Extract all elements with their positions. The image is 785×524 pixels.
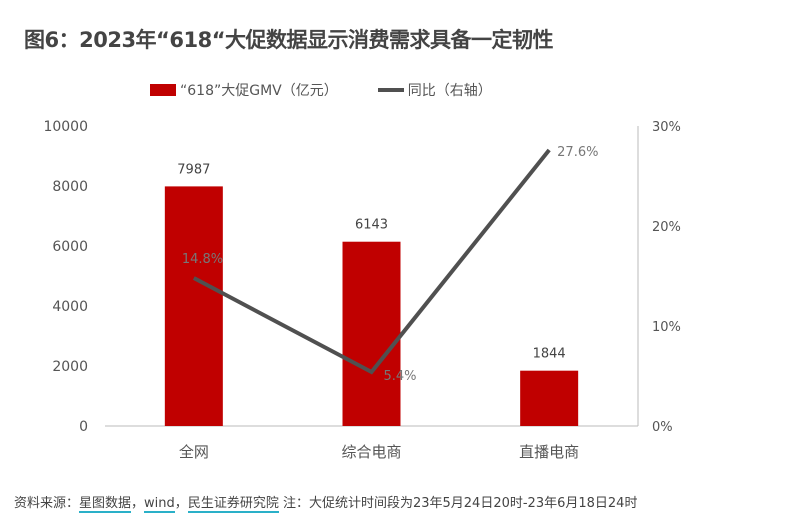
separator: ， bbox=[174, 496, 188, 511]
x-tick-label: 直播电商 bbox=[519, 443, 579, 461]
yoy-value-label: 27.6% bbox=[557, 145, 598, 160]
left-tick-label: 4000 bbox=[52, 299, 88, 315]
chart-title: 图6：2023年“618“大促数据显示消费需求具备一定韧性 bbox=[24, 28, 554, 52]
bar-value-label: 1844 bbox=[533, 347, 566, 362]
legend-bar-label: “618”大促GMV（亿元） bbox=[180, 83, 338, 99]
x-tick-label: 综合电商 bbox=[341, 443, 401, 461]
footnote: 注：大促统计时间段为23年5月24日20时-23年6月18日24时 bbox=[278, 496, 638, 511]
right-tick-label: 30% bbox=[652, 120, 681, 135]
bar bbox=[342, 241, 401, 426]
legend-line-swatch bbox=[377, 88, 404, 92]
legend-bar-swatch bbox=[150, 84, 176, 96]
bar-value-label: 7987 bbox=[177, 162, 210, 177]
left-tick-label: 2000 bbox=[52, 359, 88, 375]
left-tick-label: 10000 bbox=[43, 119, 88, 135]
left-tick-label: 6000 bbox=[52, 239, 88, 255]
separator: ， bbox=[131, 496, 145, 511]
bar-value-label: 6143 bbox=[355, 218, 388, 233]
source-prefix: 资料来源： bbox=[14, 496, 80, 511]
legend-line-label: 同比（右轴） bbox=[407, 83, 492, 99]
yoy-value-label: 14.8% bbox=[182, 252, 223, 267]
left-tick-label: 0 bbox=[79, 419, 88, 435]
source-link-wind[interactable]: wind bbox=[144, 496, 175, 513]
right-tick-label: 20% bbox=[652, 220, 681, 235]
right-tick-label: 0% bbox=[652, 420, 673, 435]
bar bbox=[520, 370, 579, 426]
left-tick-label: 8000 bbox=[52, 179, 88, 195]
source-link-minsheng[interactable]: 民生证券研究院 bbox=[187, 496, 279, 513]
source-note: 资料来源：星图数据，wind，民生证券研究院 注：大促统计时间段为23年5月24… bbox=[14, 492, 638, 513]
bar bbox=[164, 186, 223, 426]
source-link-xingtu[interactable]: 星图数据 bbox=[79, 496, 132, 513]
legend: “618”大促GMV（亿元） 同比（右轴） bbox=[150, 80, 492, 100]
x-tick-label: 全网 bbox=[179, 443, 209, 461]
yoy-value-label: 5.4% bbox=[384, 369, 417, 384]
right-tick-label: 10% bbox=[652, 320, 681, 335]
